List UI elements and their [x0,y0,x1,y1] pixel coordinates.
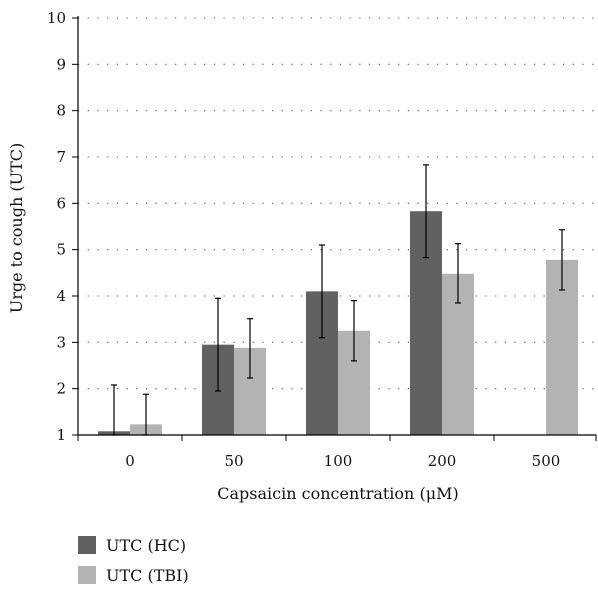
x-tick-label: 50 [224,452,243,470]
y-axis-label: Urge to cough (UTC) [7,143,26,314]
legend-item-tbi: UTC (TBI) [78,560,189,590]
x-tick-labels: 0 50 100 200 500 [125,452,560,470]
bars-group [98,211,578,435]
y-tick-label: 6 [56,194,66,212]
y-tick-label: 10 [47,9,66,27]
y-tick-label: 1 [56,426,66,444]
y-tick-label: 5 [56,241,66,259]
y-tick-labels: 1 2 3 4 5 6 7 8 9 10 [47,9,66,444]
y-tick-label: 9 [56,55,66,73]
x-tick-label: 100 [324,452,353,470]
legend-swatch-hc [78,536,96,554]
y-tick-label: 3 [56,333,66,351]
y-tick-label: 8 [56,102,66,120]
y-tick-label: 2 [56,380,66,398]
legend: UTC (HC) UTC (TBI) [78,530,189,590]
legend-label-hc: UTC (HC) [106,535,187,555]
bar-chart: 1 2 3 4 5 6 7 8 9 10 0 50 100 200 500 Capsaicin conce… [7,9,597,503]
x-tick-label: 200 [428,452,457,470]
y-tick-label: 4 [56,287,66,305]
axes [72,16,597,441]
legend-item-hc: UTC (HC) [78,530,189,560]
y-tick-label: 7 [56,148,66,166]
legend-swatch-tbi [78,566,96,584]
x-axis-label: Capsaicin concentration (μM) [217,484,458,503]
legend-label-tbi: UTC (TBI) [106,565,189,585]
x-tick-label: 0 [125,452,135,470]
x-tick-label: 500 [532,452,561,470]
